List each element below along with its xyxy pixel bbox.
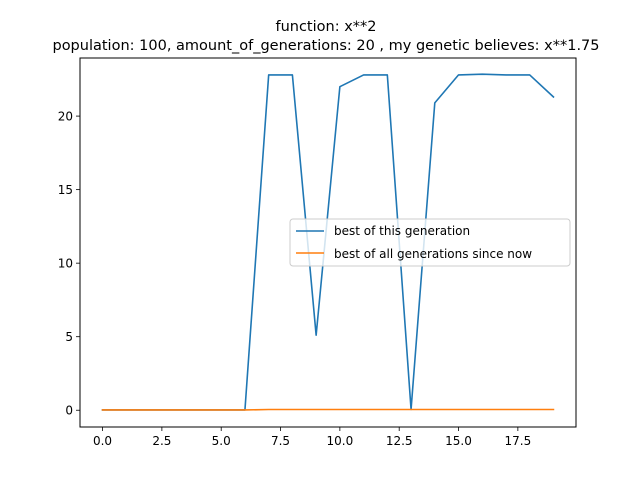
x-tick-label: 5.0 (212, 434, 231, 448)
legend-box (289, 218, 571, 267)
y-tick-label: 5 (65, 330, 73, 344)
y-tick-label: 20 (58, 110, 73, 124)
chart-subtitle: population: 100, amount_of_generations: … (52, 38, 599, 54)
y-tick-label: 15 (58, 183, 73, 197)
legend-label-series-1: best of this generation (334, 224, 470, 238)
legend-label-series-2: best of all generations since now (334, 247, 532, 261)
legend: best of this generation best of all gene… (289, 218, 571, 267)
x-axis: 0.0 2.5 5.0 7.5 10.0 12.5 15.0 17.5 (93, 427, 531, 448)
x-tick-label: 0.0 (93, 434, 112, 448)
x-tick-label: 10.0 (327, 434, 354, 448)
chart-title: function: x**2 (275, 19, 376, 35)
plot-frame (79, 57, 577, 428)
y-tick-label: 0 (65, 404, 73, 418)
x-tick-label: 17.5 (504, 434, 531, 448)
y-tick-label: 10 (58, 257, 73, 271)
x-tick-label: 7.5 (271, 434, 290, 448)
x-tick-label: 12.5 (386, 434, 413, 448)
x-tick-label: 15.0 (445, 434, 472, 448)
y-axis: 0 5 10 15 20 (58, 110, 80, 418)
series-layer (101, 73, 555, 411)
x-tick-label: 2.5 (152, 434, 171, 448)
